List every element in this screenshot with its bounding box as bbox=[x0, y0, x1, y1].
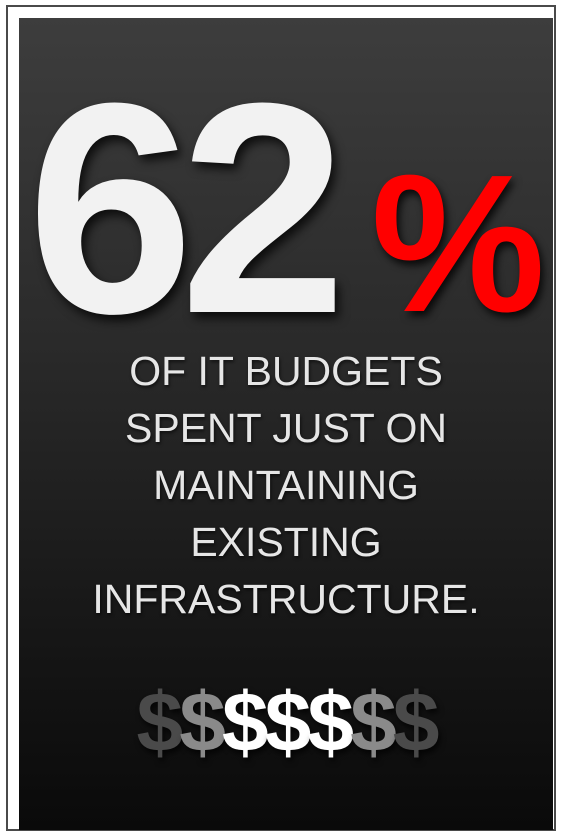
statement-text: OF IT BUDGETS SPENT JUST ON MAINTAINING … bbox=[19, 343, 553, 628]
statement-line: OF IT BUDGETS bbox=[129, 348, 443, 394]
dollar-signs-row: $$$$$$$ bbox=[19, 680, 553, 764]
headline: 62 % bbox=[19, 58, 553, 358]
dollar-sign-icon: $ bbox=[392, 675, 440, 769]
dollar-sign-icon: $ bbox=[307, 675, 354, 769]
statement-line: SPENT JUST ON bbox=[125, 405, 447, 451]
headline-number: 62 bbox=[27, 40, 347, 376]
dollar-sign-icon: $ bbox=[264, 675, 312, 769]
percent-symbol: % bbox=[371, 134, 546, 353]
dollar-sign-icon: $ bbox=[221, 675, 269, 769]
dollar-sign-icon: $ bbox=[136, 675, 183, 769]
statement-line: INFRASTRUCTURE. bbox=[92, 576, 480, 622]
statement-line: MAINTAINING bbox=[153, 462, 419, 508]
dollar-sign-icon: $ bbox=[350, 675, 397, 769]
dollar-sign-icon: $ bbox=[179, 675, 226, 769]
infographic-panel: 62 % OF IT BUDGETS SPENT JUST ON MAINTAI… bbox=[19, 18, 553, 830]
statement-line: EXISTING bbox=[190, 519, 382, 565]
